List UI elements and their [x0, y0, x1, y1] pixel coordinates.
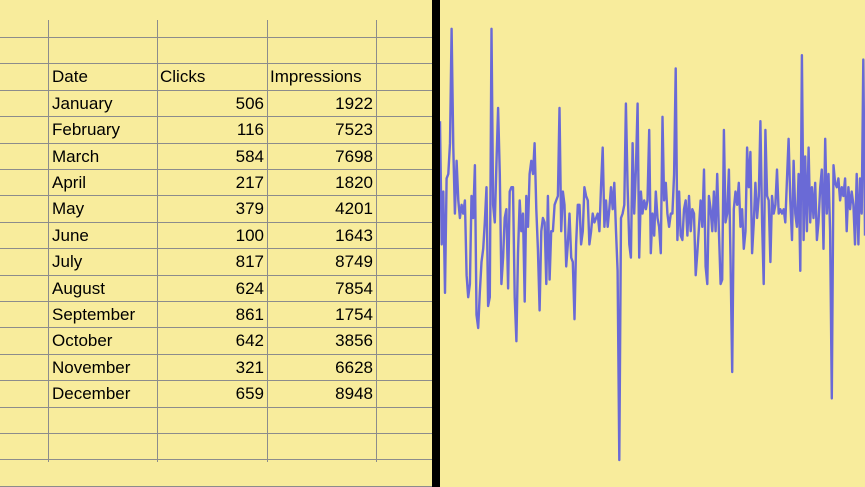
grid-row-line — [0, 90, 432, 91]
line-chart — [440, 0, 865, 487]
date-cell[interactable]: September — [52, 305, 136, 324]
panel-divider — [432, 0, 440, 487]
grid-row-line — [0, 301, 432, 302]
clicks-cell[interactable]: 321 — [235, 358, 264, 377]
impressions-cell[interactable]: 7523 — [335, 120, 373, 139]
grid-row-line — [0, 380, 432, 381]
impressions-cell[interactable]: 4201 — [335, 199, 373, 218]
grid-row-line — [0, 63, 432, 64]
grid-row-line — [0, 116, 432, 117]
grid-row-line — [0, 459, 432, 460]
date-cell[interactable]: July — [52, 252, 83, 271]
impressions-cell[interactable]: 1820 — [335, 173, 373, 192]
grid-row-line — [0, 407, 432, 408]
spreadsheet-grid: Date Clicks Impressions January 506 1922 Febru… — [0, 0, 432, 487]
date-cell[interactable]: November — [52, 358, 131, 377]
impressions-cell[interactable]: 8948 — [335, 384, 373, 403]
impressions-cell[interactable]: 6628 — [335, 358, 373, 377]
date-cell[interactable]: October — [52, 331, 113, 350]
impressions-cell[interactable]: 3856 — [335, 331, 373, 350]
series-line — [440, 27, 865, 462]
impressions-cell[interactable]: 7698 — [335, 147, 373, 166]
clicks-cell[interactable]: 642 — [235, 331, 264, 350]
grid-row-line — [0, 275, 432, 276]
date-cell[interactable]: August — [52, 279, 105, 298]
impressions-cell[interactable]: 8749 — [335, 252, 373, 271]
date-cell[interactable]: December — [52, 384, 131, 403]
impressions-cell[interactable]: 1643 — [335, 226, 373, 245]
header-cell-clicks[interactable]: Clicks — [160, 67, 206, 86]
date-cell[interactable]: March — [52, 147, 100, 166]
date-cell[interactable]: May — [52, 199, 85, 218]
date-cell[interactable]: February — [52, 120, 121, 139]
grid-row-line — [0, 327, 432, 328]
date-cell[interactable]: June — [52, 226, 89, 245]
clicks-cell[interactable]: 100 — [235, 226, 264, 245]
grid-col-line — [376, 20, 377, 462]
clicks-cell[interactable]: 659 — [235, 384, 264, 403]
impressions-cell[interactable]: 7854 — [335, 279, 373, 298]
clicks-cell[interactable]: 861 — [235, 305, 264, 324]
grid-row-line — [0, 222, 432, 223]
grid-col-line — [157, 20, 158, 462]
grid-row-line — [0, 433, 432, 434]
clicks-cell[interactable]: 379 — [235, 199, 264, 218]
date-cell[interactable]: January — [52, 94, 113, 113]
clicks-cell[interactable]: 624 — [235, 279, 264, 298]
grid-col-line — [267, 20, 268, 462]
grid-row-line — [0, 354, 432, 355]
grid-row-line — [0, 169, 432, 170]
clicks-cell[interactable]: 116 — [236, 120, 264, 139]
grid-row-line — [0, 248, 432, 249]
date-cell[interactable]: April — [52, 173, 87, 192]
grid-col-line — [48, 20, 49, 462]
grid-row-line — [0, 143, 432, 144]
clicks-cell[interactable]: 584 — [235, 147, 264, 166]
clicks-cell[interactable]: 217 — [235, 173, 264, 192]
line-chart-svg — [440, 27, 865, 462]
header-cell-date[interactable]: Date — [52, 67, 88, 86]
header-cell-impressions[interactable]: Impressions — [270, 67, 362, 86]
impressions-cell[interactable]: 1922 — [335, 94, 373, 113]
grid-row-line — [0, 195, 432, 196]
grid-row-line — [0, 37, 432, 38]
clicks-cell[interactable]: 506 — [235, 94, 264, 113]
impressions-cell[interactable]: 1754 — [335, 305, 373, 324]
clicks-cell[interactable]: 817 — [235, 252, 264, 271]
